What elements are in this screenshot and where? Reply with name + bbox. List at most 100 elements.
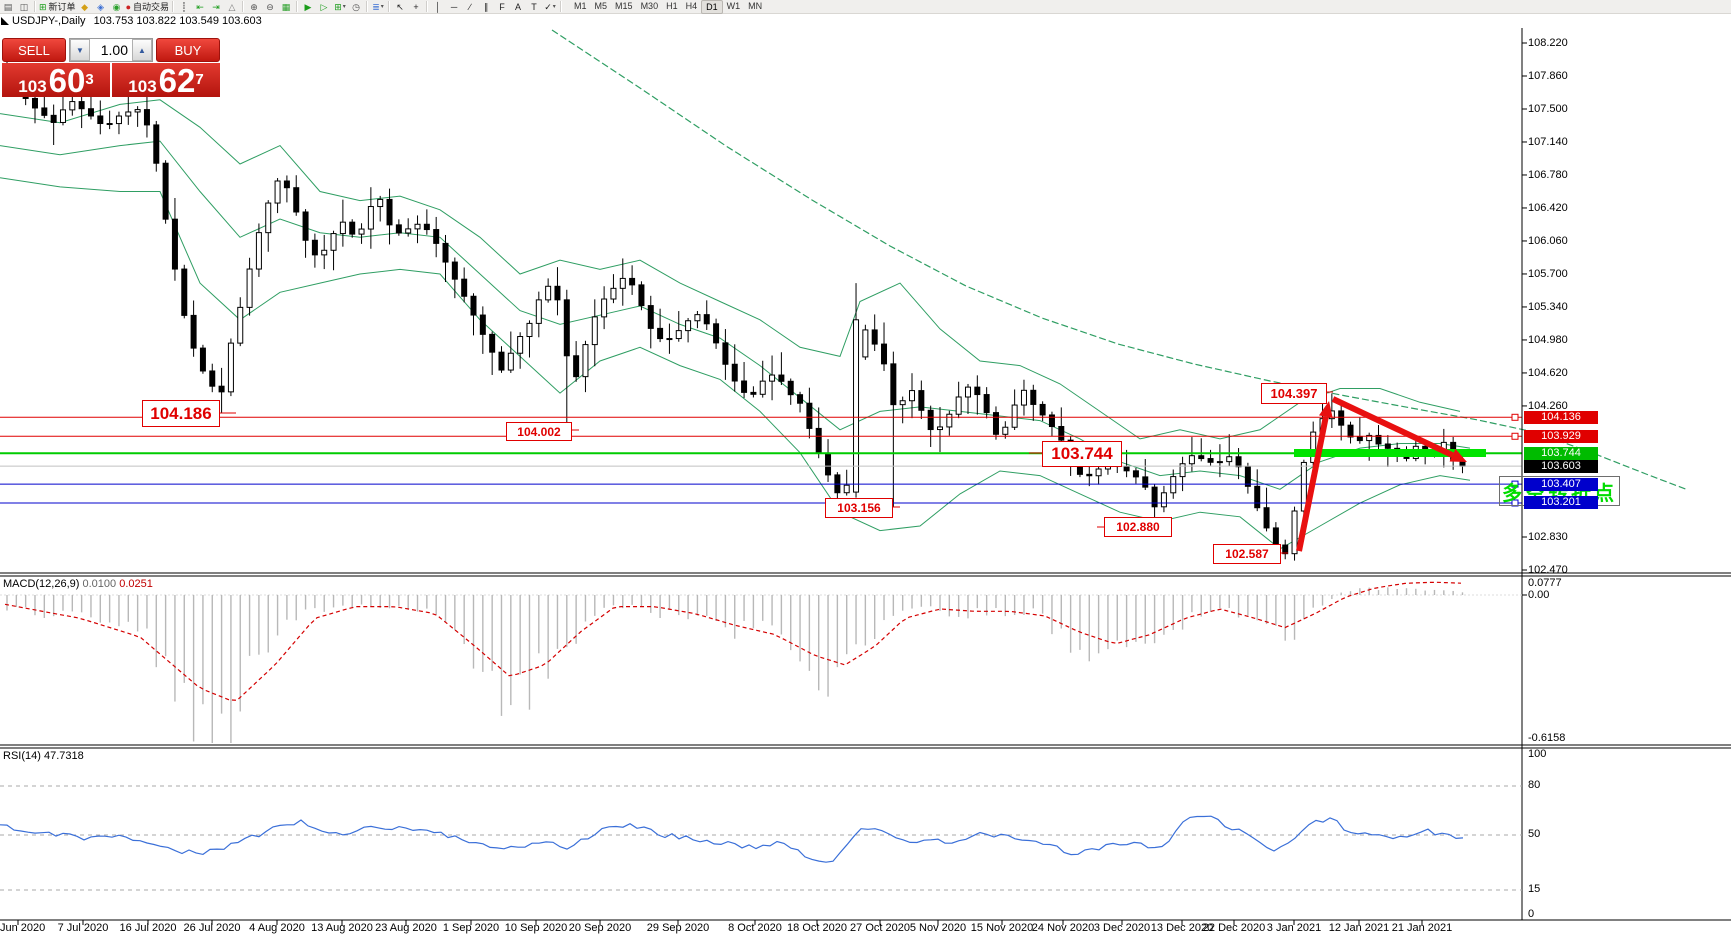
signals-icon[interactable]: ◉ — [109, 1, 125, 13]
vertical-line-icon: │ — [435, 1, 441, 12]
descending-ma-trendline[interactable] — [551, 29, 1689, 491]
toolbar-separator — [366, 1, 369, 12]
arrows-icon: ✓ — [544, 1, 552, 12]
chart-symbol-period: USDJPY-,Daily — [12, 14, 86, 27]
chart-profiles-icon[interactable]: ◫ — [16, 1, 32, 13]
timeframe-d1[interactable]: D1 — [701, 0, 723, 14]
price-level-text-label[interactable]: 104.397 — [1261, 383, 1327, 404]
chart-area-icon: △ — [228, 1, 236, 12]
timeframe-w1[interactable]: W1 — [726, 0, 741, 11]
timeframe-h1[interactable]: H1 — [666, 0, 678, 11]
styler-icon[interactable]: ◆ — [77, 1, 93, 13]
line-drag-handle[interactable] — [1511, 413, 1519, 421]
rsi-axis-label: 50 — [1528, 828, 1541, 840]
price-level-text-label[interactable]: 103.744 — [1042, 441, 1122, 467]
channel-icon[interactable]: ∥ — [478, 1, 494, 13]
cursor-icon: ↖ — [396, 1, 404, 12]
arrows-icon[interactable]: ✓ ▾ — [542, 1, 558, 13]
zoom-out-icon[interactable]: ⊖ — [262, 1, 278, 13]
channel-icon: ∥ — [483, 1, 489, 12]
chart-shift-icon: ┋ — [181, 1, 187, 12]
pullback-down-arrow[interactable] — [1331, 396, 1454, 458]
impulse-up-arrow-head — [1318, 401, 1333, 419]
tester-step-icon: ▷ — [320, 1, 328, 12]
price-axis-tick-label: 108.220 — [1528, 37, 1568, 49]
zoom-out-icon: ⊖ — [266, 1, 274, 12]
vertical-line-icon[interactable]: │ — [430, 1, 446, 13]
label-icon[interactable]: T — [526, 1, 542, 13]
history-center-icon[interactable]: ◷ — [348, 1, 364, 13]
new-order-button[interactable]: ⊞ 新订单 — [38, 1, 77, 13]
horizontal-line-icon[interactable]: ─ — [446, 1, 462, 13]
price-axis-tick-label: 107.500 — [1528, 102, 1568, 115]
volume-increase-button[interactable]: ▲ — [132, 39, 152, 61]
auto-scroll-icon[interactable]: ⇥ — [208, 1, 224, 13]
signals-icon: ◉ — [112, 1, 121, 12]
auto-trading-button[interactable]: ● 自动交易 — [125, 1, 170, 13]
x-axis-date-label: 5 Nov 2020 — [909, 922, 967, 934]
volume-decrease-button[interactable]: ▼ — [70, 39, 90, 61]
x-axis-date-label: 13 Dec 2020 — [1150, 922, 1214, 934]
tester-play-icon[interactable]: ▶ — [300, 1, 316, 13]
impulse-up-arrow[interactable] — [1296, 416, 1329, 552]
buy-button[interactable]: BUY — [156, 38, 220, 62]
toolbar-separator — [296, 1, 299, 12]
chart-area-icon[interactable]: △ — [224, 1, 240, 13]
price-level-text-label[interactable]: 103.156 — [825, 498, 893, 518]
thick-green-support-zone[interactable] — [1294, 449, 1486, 457]
volume-value[interactable]: 1.00 — [100, 42, 128, 58]
timeframe-m15[interactable]: M15 — [615, 0, 633, 11]
toolbar-separator — [172, 1, 175, 12]
chart-ohlc-readout: 103.753 103.822 103.549 103.603 — [93, 14, 262, 27]
chart-title-bar: USDJPY-,Daily 103.753 103.822 103.549 10… — [0, 14, 1731, 27]
timeframe-mn[interactable]: MN — [748, 0, 763, 11]
shift-end-icon[interactable]: ⇤ — [192, 1, 208, 13]
tester-play-icon: ▶ — [304, 1, 312, 12]
price-level-text-label[interactable]: 104.186 — [142, 400, 220, 427]
cursor-icon[interactable]: ↖ — [392, 1, 408, 13]
label-icon: T — [531, 1, 537, 12]
tile-windows-icon[interactable]: ▦ — [278, 1, 294, 13]
fibonacci-icon[interactable]: F — [494, 1, 510, 13]
price-tag-103.929: 103.929 — [1524, 429, 1598, 443]
new-chart-icon[interactable]: ▤ — [0, 1, 16, 13]
add-indicator-icon[interactable]: ⊞ ▾ — [332, 1, 348, 13]
timeframe-m30[interactable]: M30 — [640, 0, 659, 11]
text-icon[interactable]: A — [510, 1, 526, 13]
bollinger-upper-band — [0, 99, 1461, 440]
rsi-panel-layer — [0, 785, 1522, 891]
new-order-button: ⊞ — [39, 1, 47, 12]
timeframe-h4[interactable]: H4 — [685, 0, 698, 11]
drawing-objects-layer[interactable] — [218, 391, 1486, 554]
zoom-in-icon: ⊕ — [250, 1, 258, 12]
sell-price-display[interactable]: 103 60 3 — [2, 63, 110, 97]
price-axis-tick-label: 106.780 — [1528, 168, 1568, 181]
line-drag-handle[interactable] — [1511, 480, 1519, 488]
x-axis-date-label: 3 Jun 2020 — [0, 922, 46, 934]
line-drag-handle[interactable] — [1511, 432, 1519, 440]
crosshair-icon[interactable]: + — [408, 1, 424, 13]
long-ma-trendline-layer[interactable] — [551, 29, 1689, 491]
chart-shift-icon[interactable]: ┋ — [176, 1, 192, 13]
auto-trading-button-label: 自动交易 — [133, 2, 170, 12]
chevron-down-icon: ▾ — [342, 4, 346, 10]
price-level-text-label[interactable]: 102.880 — [1104, 517, 1172, 537]
price-level-text-label[interactable]: 102.587 — [1213, 544, 1281, 564]
expert-advisors-icon[interactable]: ◈ — [93, 1, 109, 13]
chart-style-icon[interactable]: ≣ ▾ — [370, 1, 386, 13]
tester-step-icon[interactable]: ▷ — [316, 1, 332, 13]
styler-icon: ◆ — [81, 1, 89, 12]
zoom-in-icon[interactable]: ⊕ — [246, 1, 262, 13]
buy-price-display[interactable]: 103 62 7 — [112, 63, 220, 97]
trendline-icon[interactable]: ∕ — [462, 1, 478, 13]
x-axis-date-label: 27 Oct 2020 — [850, 922, 910, 934]
sell-button[interactable]: SELL — [2, 38, 66, 62]
timeframe-m1[interactable]: M1 — [574, 0, 587, 11]
macd-axis-label: 0.0777 — [1528, 577, 1562, 589]
timeframe-m5[interactable]: M5 — [594, 0, 608, 11]
horizontal-level-lines-layer[interactable] — [0, 413, 1522, 507]
price-level-text-label[interactable]: 104.002 — [506, 422, 572, 441]
subwindow-marker-icon — [1, 16, 9, 25]
horizontal-line-icon: ─ — [450, 1, 458, 12]
